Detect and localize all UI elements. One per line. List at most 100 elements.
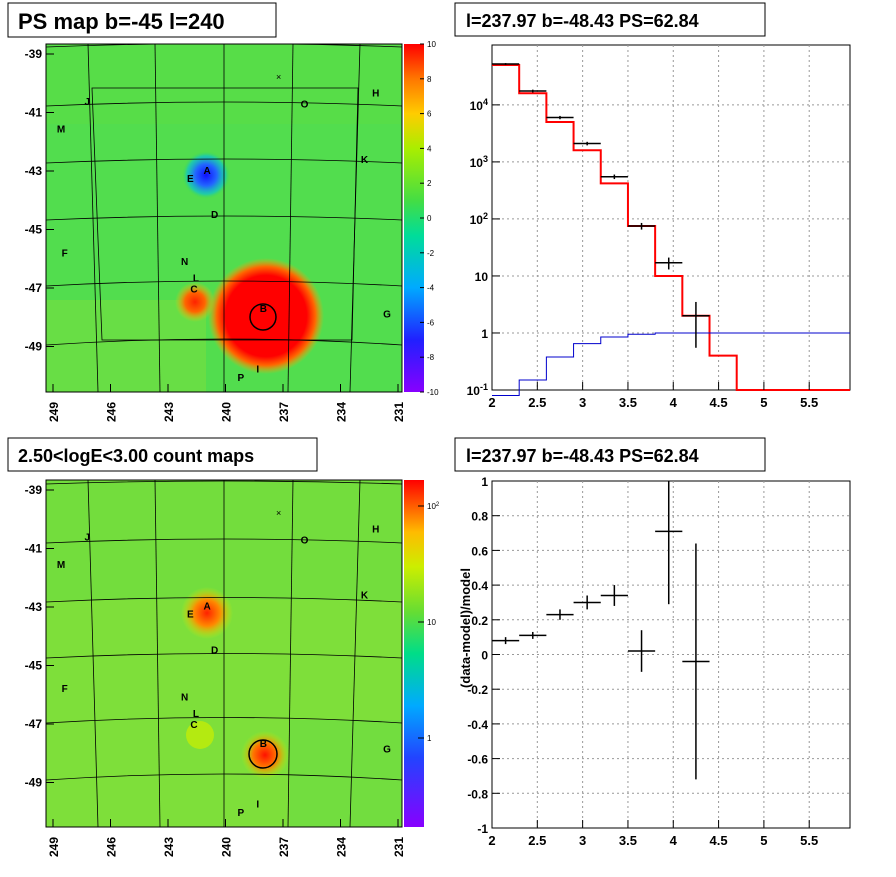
residual-ylabel: (data-model)/model xyxy=(458,568,473,688)
residual-x-tick-label: 5.5 xyxy=(800,833,818,848)
count-map-colorbar xyxy=(404,480,424,827)
map-source-label: P xyxy=(238,808,245,819)
residual-y-tick-label: -0.6 xyxy=(467,753,488,767)
map-source-label: H xyxy=(372,88,379,99)
colorbar-tick-label: 8 xyxy=(427,75,432,84)
residual-x-tick-label: 3 xyxy=(579,833,586,848)
colorbar-tick-label: 0 xyxy=(427,214,432,223)
map-y-tick-label: -41 xyxy=(25,106,43,120)
map-y-tick-label: -43 xyxy=(25,600,43,614)
map-x-tick-label: 243 xyxy=(162,402,176,422)
map-source-label: L xyxy=(193,709,199,720)
map-source-label: G xyxy=(383,745,391,756)
residual-x-tick-label: 4.5 xyxy=(710,833,728,848)
map-source-label: N xyxy=(181,257,188,268)
count-map-source-labels: A B C D E F G H I J K L M N O P xyxy=(57,524,391,819)
map-source-label: E xyxy=(187,174,194,185)
ps-map-title-box xyxy=(7,2,277,38)
residual-title-box xyxy=(454,437,766,472)
colorbar-tick-label: -8 xyxy=(427,353,435,362)
spectrum-x-tick-label: 2 xyxy=(488,395,495,410)
spectrum-y-tick-label: 10-1 xyxy=(467,382,488,398)
ps-map-ps-circle xyxy=(249,303,277,331)
spectrum-x-tick-label: 3 xyxy=(579,395,586,410)
map-x-tick-label: 237 xyxy=(277,402,291,422)
map-source-label: O xyxy=(301,100,309,111)
map-source-label: J xyxy=(84,533,90,544)
map-source-label: M xyxy=(57,560,65,571)
residual-y-tick-label: 0.8 xyxy=(471,510,488,524)
map-y-tick-label: -39 xyxy=(25,47,43,61)
count-map-panel: 2.50<logE<3.00 count maps × xyxy=(7,437,440,857)
map-source-label: D xyxy=(211,210,218,221)
colorbar-tick-label: 4 xyxy=(427,144,432,153)
residual-y-tick-label: 1 xyxy=(481,475,488,489)
ps-map-source-C-blob xyxy=(175,282,215,322)
colorbar-tick-label: -10 xyxy=(427,388,439,397)
colorbar-tick-label: 10 xyxy=(427,618,436,627)
map-source-label: I xyxy=(256,365,259,376)
map-source-label: K xyxy=(361,590,369,601)
spectrum-model-line xyxy=(492,64,850,391)
map-source-label: D xyxy=(211,646,218,657)
colorbar-tick-label: 2 xyxy=(427,179,432,188)
spectrum-y-tick-label: 103 xyxy=(470,154,488,170)
map-y-tick-label: -47 xyxy=(25,717,43,731)
spectrum-x-tick-label: 4 xyxy=(670,395,678,410)
map-source-label: A xyxy=(204,601,211,612)
residual-y-tick-label: 0.4 xyxy=(471,579,488,593)
residual-x-tick-label: 2 xyxy=(488,833,495,848)
spectrum-x-tick-label: 5.5 xyxy=(800,395,818,410)
map-y-tick-label: -45 xyxy=(25,223,43,237)
map-x-tick-label: 237 xyxy=(277,837,291,857)
map-source-label: K xyxy=(361,155,369,166)
spectrum-x-tick-label: 4.5 xyxy=(710,395,728,410)
colorbar-tick-label: -2 xyxy=(427,249,435,258)
map-x-tick-label: 243 xyxy=(162,837,176,857)
map-source-label: B xyxy=(260,739,267,750)
map-source-label: F xyxy=(62,684,68,695)
residual-title: l=237.97 b=-48.43 PS=62.84 xyxy=(466,446,699,466)
map-y-tick-label: -45 xyxy=(25,659,43,673)
map-source-label: E xyxy=(187,610,194,621)
residual-plot-area xyxy=(491,480,851,829)
residual-panel: l=237.97 b=-48.43 PS=62.84 (data-model)/… xyxy=(454,437,851,848)
spectrum-y-tick-label: 1 xyxy=(481,327,488,341)
count-map-frame xyxy=(45,479,403,828)
ps-map-source-labels: A B C D E F G H I J K L M N O P xyxy=(57,88,391,383)
ps-map-panel: PS map b=-45 l=240 xyxy=(7,2,439,422)
ps-map-grid xyxy=(46,44,402,392)
residual-y-tick-label: -0.8 xyxy=(467,787,488,801)
map-x-tick-label: 249 xyxy=(47,837,61,857)
residual-y-tick-label: 0 xyxy=(481,649,488,663)
spectrum-title-box xyxy=(454,2,766,37)
map-source-label: C xyxy=(190,285,197,296)
residual-x-tick-label: 2.5 xyxy=(528,833,546,848)
ps-map-source-B-blob xyxy=(208,258,324,374)
map-source-label: F xyxy=(62,249,68,260)
map-source-label: P xyxy=(238,373,245,384)
spectrum-y-tick-label: 104 xyxy=(470,97,488,113)
map-source-label: A xyxy=(204,166,211,177)
colorbar-tick-label: -6 xyxy=(427,318,435,327)
spectrum-x-tick-label: 2.5 xyxy=(528,395,546,410)
map-y-tick-label: -49 xyxy=(25,776,43,790)
map-y-tick-label: -41 xyxy=(25,542,43,556)
map-x-tick-label: 240 xyxy=(220,402,234,422)
ps-map-title: PS map b=-45 l=240 xyxy=(18,9,225,34)
map-x-tick-label: 234 xyxy=(335,402,349,422)
colorbar-tick-label: -4 xyxy=(427,284,435,293)
residual-y-tick-label: -0.2 xyxy=(467,683,488,697)
map-x-tick-label: 240 xyxy=(220,837,234,857)
residual-y-tick-label: 0.2 xyxy=(471,614,488,628)
spectrum-x-tick-label: 3.5 xyxy=(619,395,637,410)
map-x-tick-label: 246 xyxy=(105,402,119,422)
spectrum-x-tick-label: 5 xyxy=(760,395,767,410)
map-source-label: H xyxy=(372,524,379,535)
map-x-tick-label: 249 xyxy=(47,402,61,422)
map-source-label: N xyxy=(181,692,188,703)
map-source-label: G xyxy=(383,309,391,320)
residual-x-tick-label: 4 xyxy=(670,833,678,848)
map-source-label: L xyxy=(193,274,199,285)
residual-y-tick-label: -0.4 xyxy=(467,718,488,732)
